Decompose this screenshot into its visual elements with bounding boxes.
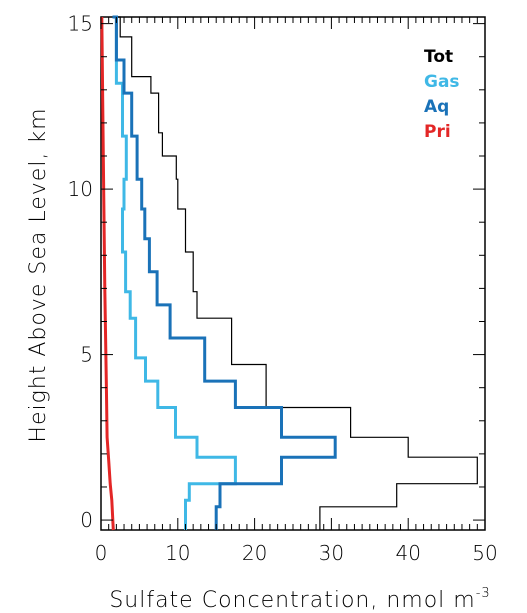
series-line-tot: [112, 16, 478, 530]
series-line-aq: [112, 15, 337, 530]
series-line-pri: [100, 16, 115, 531]
series-line-gas: [112, 15, 237, 530]
x-axis-label-superscript: -3: [476, 586, 491, 601]
x-tick-label: 40: [395, 541, 420, 565]
x-tick-label: 10: [165, 541, 190, 565]
tick-layer: 0 10 20 30 40 50 0 5 10 15: [68, 12, 498, 565]
legend: Tot Gas Aq Pri: [424, 47, 460, 142]
y-tick-label: 10: [68, 177, 93, 201]
x-tick-label: 20: [242, 541, 267, 565]
legend-entry-tot: Tot: [424, 47, 453, 67]
legend-entry-pri: Pri: [424, 122, 451, 142]
legend-entry-aq: Aq: [424, 97, 449, 117]
x-tick-label: 0: [95, 541, 108, 565]
y-tick-label: 5: [80, 343, 93, 367]
x-tick-label: 30: [319, 541, 344, 565]
series-layer: [100, 15, 478, 531]
x-axis-label-text: Sulfate Concentration, nmol m: [109, 588, 475, 613]
legend-entry-gas: Gas: [424, 72, 460, 92]
y-tick-label: 0: [80, 508, 93, 532]
y-axis-label: Height Above Sea Level, km: [26, 107, 51, 442]
x-axis-label: Sulfate Concentration, nmol m-3: [109, 586, 490, 613]
y-tick-label: 15: [68, 12, 93, 36]
x-tick-label: 50: [472, 541, 497, 565]
